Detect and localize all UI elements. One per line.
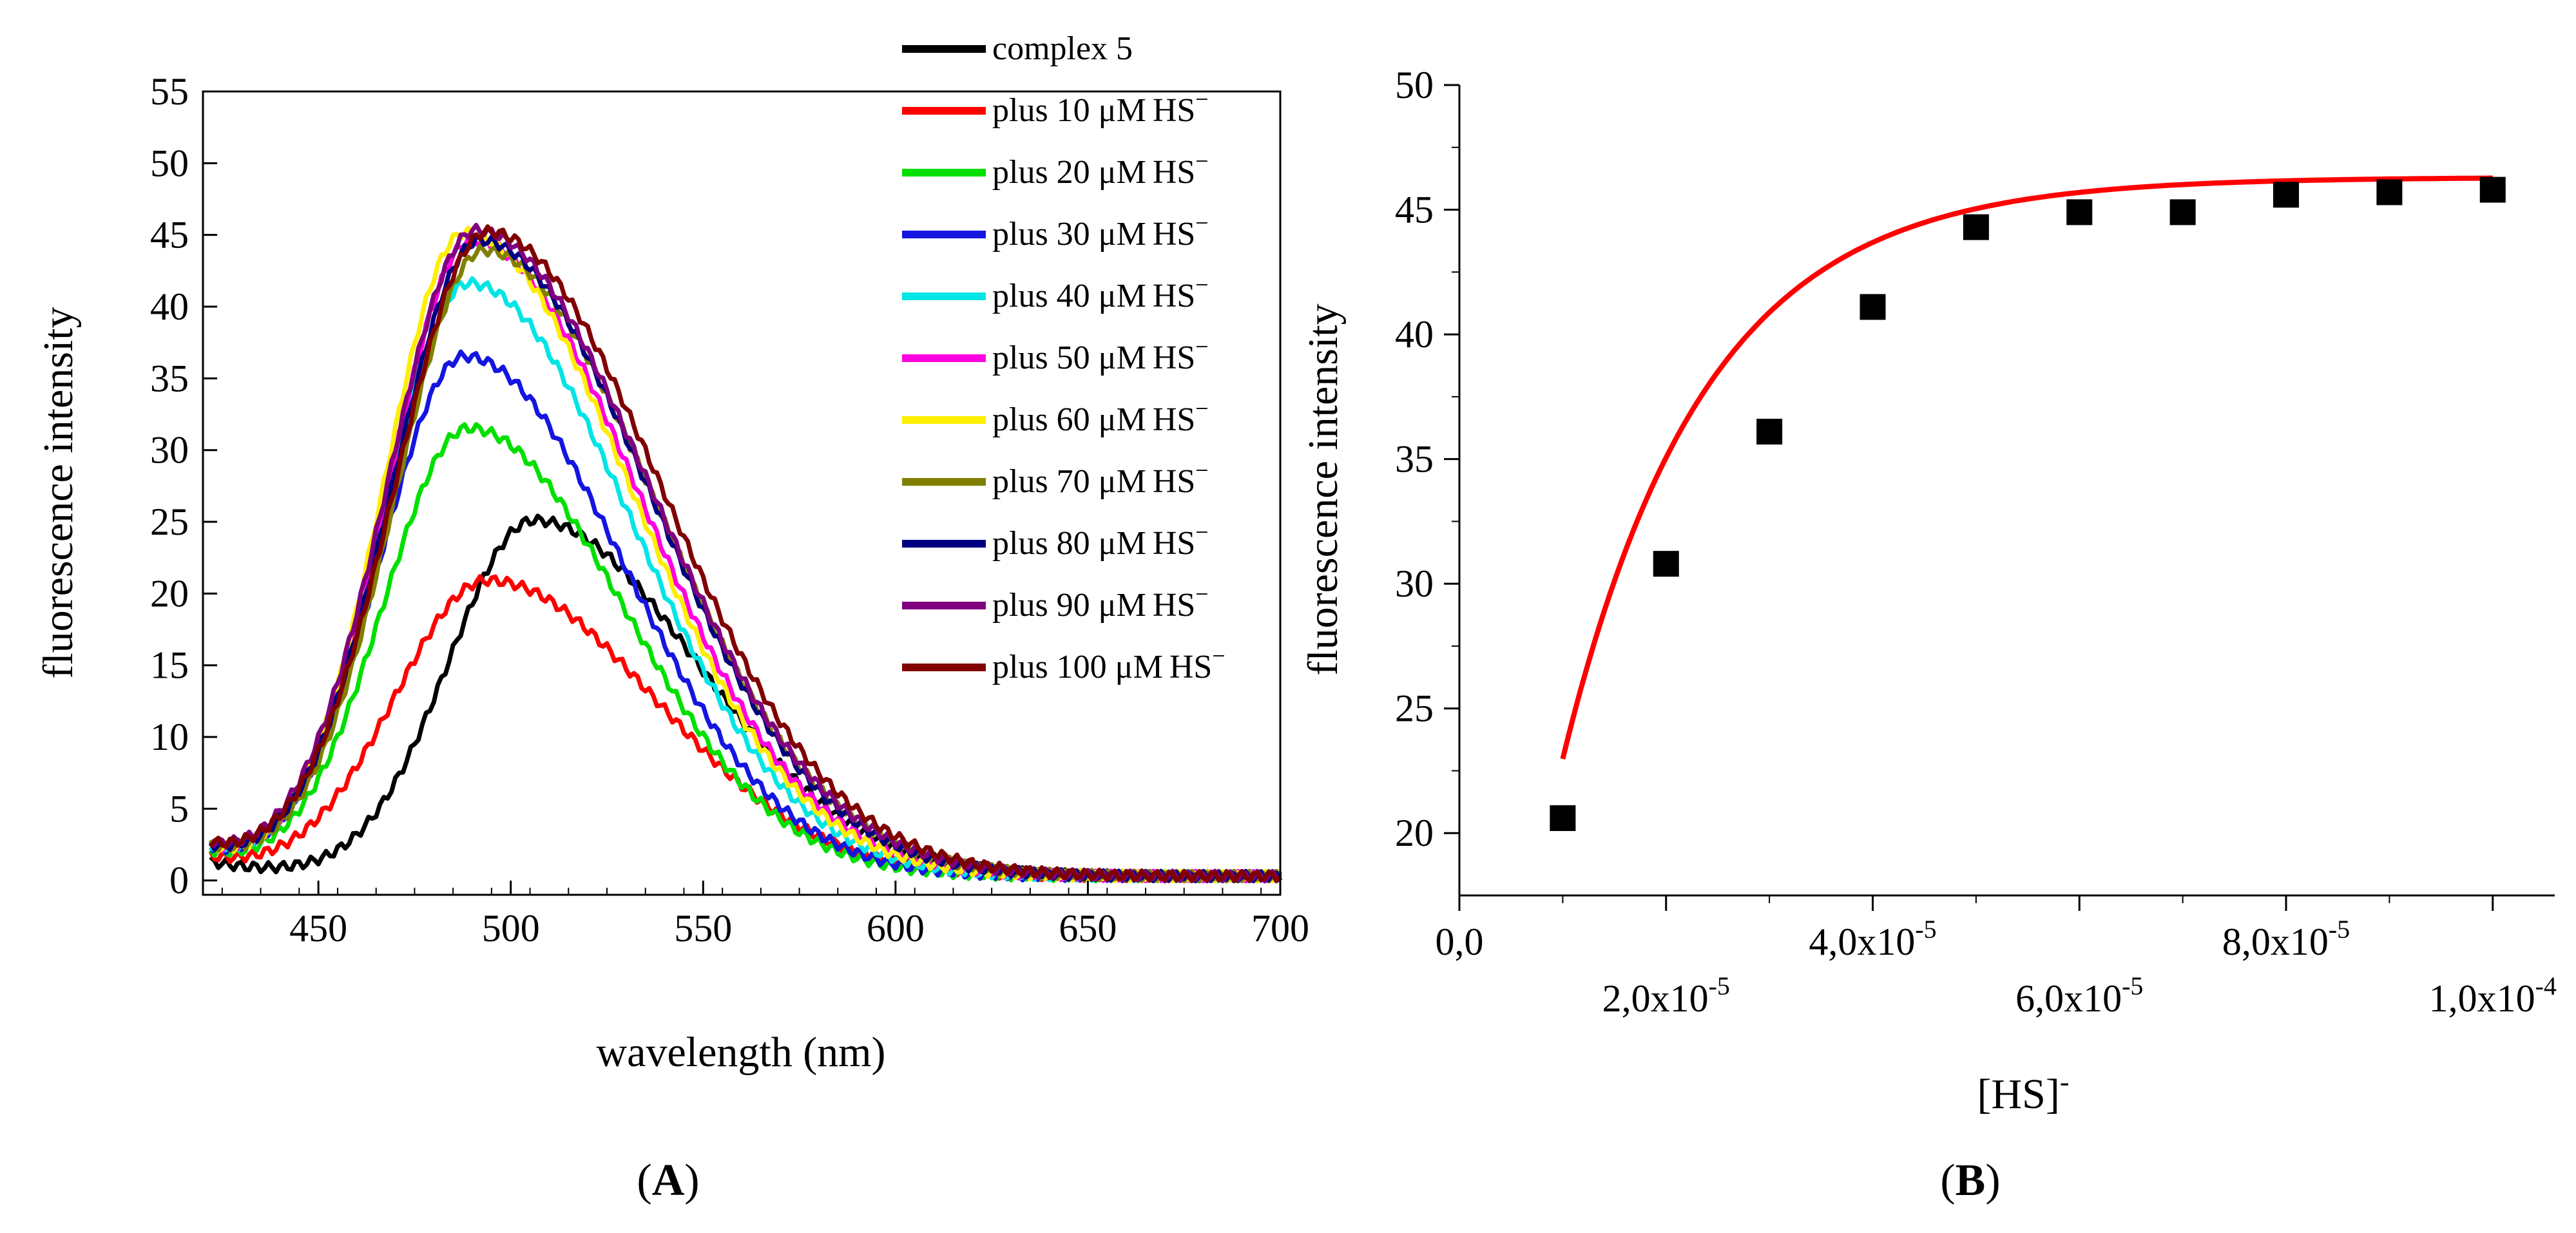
panel-a-legend-label: plus 90 μM HS−: [992, 581, 1209, 624]
panel-a-legend-label: plus 10 μM HS−: [992, 86, 1209, 129]
panel-a-legend-entry: plus 20 μM HS−: [902, 148, 1209, 191]
panel-b-data-point: [2376, 179, 2403, 206]
panel-b-x-tick-label: 8,0x10-5: [2222, 915, 2350, 963]
panel-a-y-tick-label: 30: [150, 429, 189, 472]
panel-a-x-tick-label: 450: [289, 907, 347, 950]
panel-a-letter: A: [652, 1156, 685, 1205]
panel-a-legend-label: plus 80 μM HS−: [992, 519, 1209, 562]
panel-a-x-axis-title: wavelength (nm): [596, 1029, 885, 1076]
panel-a-legend-entry: plus 50 μM HS−: [902, 334, 1209, 376]
panel-b-y-tick-label: 30: [1395, 562, 1434, 605]
panel-a-legend-label: plus 30 μM HS−: [992, 210, 1209, 253]
panel-a-legend-label: plus 20 μM HS−: [992, 148, 1209, 191]
panel-a-x-ticks: 450 500 550 600 650 700: [221, 881, 1309, 950]
panel-b-y-tick-label: 45: [1395, 189, 1434, 231]
panel-a-legend: complex 5 plus 10 μM HS− plus 20 μM HS− plus …: [902, 30, 1226, 685]
panel-a-legend-label: plus 70 μM HS−: [992, 457, 1209, 500]
panel-b-x-axis-title-base: [HS]: [1977, 1071, 2060, 1118]
panel-b-x-tick-label: 2,0x10-5: [1602, 971, 1730, 1020]
panel-b-x-tick-label: 1,0x10-4: [2429, 971, 2557, 1020]
panel-b-y-tick-label: 20: [1395, 812, 1434, 854]
panel-b-data-point: [2273, 182, 2300, 208]
panel-a-legend-label: plus 40 μM HS−: [992, 272, 1209, 314]
panel-b-data-point: [2066, 199, 2093, 225]
panel-a-x-tick-label: 500: [482, 907, 540, 950]
panel-a-y-tick-label: 45: [150, 214, 189, 256]
panel-a-curves: [208, 222, 1283, 884]
panel-a-y-ticks: 0 5 10 15 20 25 30 35 40 45 50 55: [150, 70, 217, 902]
panel-a-legend-label: plus 100 μM HS−: [992, 643, 1226, 685]
panel-b-fit-curve: [1560, 175, 2493, 760]
panel-a-y-tick-label: 40: [150, 285, 189, 328]
panel-a-legend-entry: plus 80 μM HS−: [902, 519, 1209, 562]
panel-a-legend-entry: plus 30 μM HS−: [902, 210, 1209, 253]
panel-b-x-tick-label: 4,0x10-5: [1809, 915, 1936, 963]
panel-a-x-tick-label: 650: [1059, 907, 1117, 950]
panel-a-legend-entry: plus 10 μM HS−: [902, 86, 1209, 129]
panel-a-y-tick-label: 10: [150, 716, 189, 758]
panel-b-data-point: [1756, 419, 1783, 445]
panel-b-y-tick-label: 35: [1395, 438, 1434, 481]
panel-b-x-axis-title-sup: -: [2060, 1066, 2070, 1098]
panel-a-y-tick-label: 55: [150, 70, 189, 113]
panel-b-data-point: [1963, 214, 1989, 240]
panel-a-y-tick-label: 20: [150, 572, 189, 615]
panel-b-data-point: [2479, 177, 2506, 203]
panel-b-data-point: [1653, 551, 1679, 577]
panel-b-x-tick-label: 0,0: [1436, 921, 1484, 963]
panel-a-x-tick-label: 550: [674, 907, 732, 950]
panel-a-x-tick-label: 600: [867, 907, 925, 950]
panel-a-x-tick-label: 700: [1251, 907, 1309, 950]
panel-a-y-tick-label: 15: [150, 644, 189, 687]
panel-b-y-tick-label: 25: [1395, 687, 1434, 730]
panel-a-y-tick-label: 5: [169, 787, 189, 830]
panel-a-legend-entry: complex 5: [902, 30, 1133, 67]
panel-b-points: [1550, 177, 2506, 832]
panel-b-x-axis-title: [HS]-: [1977, 1066, 2070, 1118]
panel-a-legend-entry: plus 70 μM HS−: [902, 457, 1209, 500]
panel-a-y-axis-title: fluorescence intensity: [35, 307, 82, 678]
panel-a-legend-entry: plus 40 μM HS−: [902, 272, 1209, 314]
panel-b-label: (B): [1940, 1156, 2000, 1205]
panel-a-y-tick-label: 25: [150, 501, 189, 543]
panel-a-legend-label: plus 60 μM HS−: [992, 396, 1209, 438]
panel-a-legend-entry: plus 60 μM HS−: [902, 396, 1209, 438]
panel-a-legend-label: plus 50 μM HS−: [992, 334, 1209, 376]
panel-b-data-point: [1860, 294, 1886, 320]
panel-b-y-ticks: 20 25 30 35 40 45 50: [1395, 64, 1459, 854]
panel-b-data-point: [2169, 199, 2196, 225]
panel-b-data-point: [1550, 805, 1576, 832]
panel-a-spectrum-line: [208, 224, 1282, 884]
panel-b-x-ticks: 0,0 2,0x10-5 4,0x10-5 6,0x10-5 8,0x10-5 1,0x1…: [1436, 895, 2557, 1020]
panel-a-y-tick-label: 35: [150, 357, 189, 399]
panel-a-y-tick-label: 0: [169, 859, 189, 902]
panel-b-y-axis-title: fluorescence intensity: [1300, 303, 1347, 675]
panel-a-label: (A): [637, 1156, 699, 1205]
panel-b-x-tick-label: 6,0x10-5: [2015, 971, 2143, 1020]
panel-b: 0,0 2,0x10-5 4,0x10-5 6,0x10-5 8,0x10-5 1,0x1…: [1300, 64, 2557, 1205]
panel-a-y-tick-label: 50: [150, 142, 189, 184]
panel-a-legend-entry: plus 90 μM HS−: [902, 581, 1209, 624]
panel-b-y-tick-label: 50: [1395, 64, 1434, 106]
panel-b-letter: B: [1956, 1156, 1986, 1205]
panel-a-legend-entry: plus 100 μM HS−: [902, 643, 1226, 685]
panel-a-legend-label: complex 5: [992, 30, 1133, 67]
panel-b-y-tick-label: 40: [1395, 313, 1434, 356]
panel-a-plot-frame: [202, 90, 1282, 896]
panel-a: 450 500 550 600 650 700 0 5 10 15 20 25 30 35 40 45 50 5…: [35, 30, 1309, 1205]
